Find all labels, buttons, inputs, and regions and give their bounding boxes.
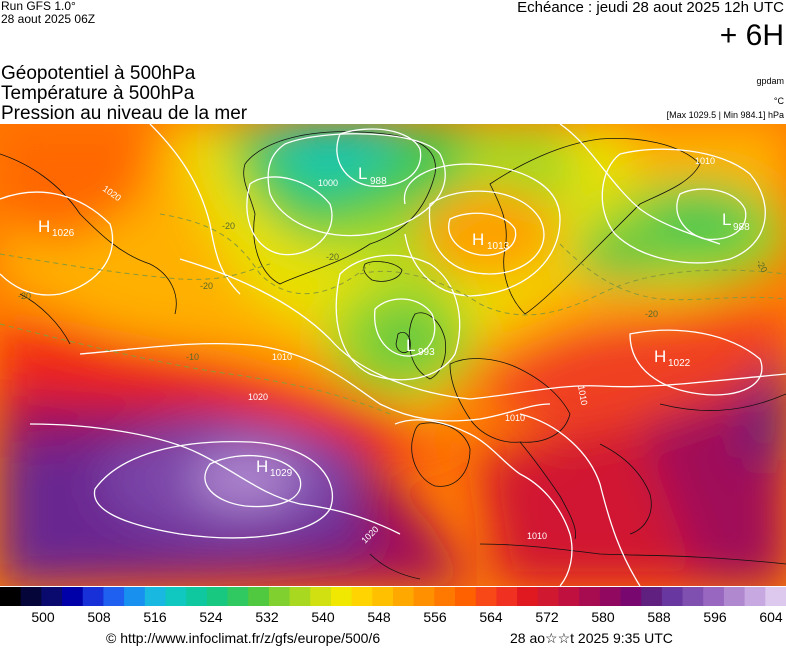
scale-swatch [579,587,601,606]
temperature-label: -20 [18,291,31,301]
pressure-center-type: H [472,230,484,249]
scale-swatch [723,587,746,606]
color-scale [0,587,786,606]
pressure-center-value: 1029 [270,468,293,479]
scale-swatch [330,587,353,606]
pressure-center-type: H [38,217,50,236]
scale-swatch [537,587,559,606]
scale-swatch [620,587,642,606]
run-date: 28 aout 2025 06Z [1,12,96,26]
scale-tick-label: 540 [311,609,335,625]
scale-swatch [206,587,229,606]
scale-tick-label: 532 [255,609,279,625]
scale-swatch [372,587,394,606]
scale-tick-label: 524 [199,609,223,625]
scale-tick-label: 564 [479,609,503,625]
scale-tick-label: 572 [535,609,559,625]
parameter-temperature: Température à 500hPa [1,83,195,104]
temperature-label: -10 [186,352,199,362]
scale-swatch [765,587,786,606]
scale-tick-label: 516 [143,609,167,625]
isobar-label: 1010 [527,531,547,541]
scale-swatch [310,587,332,606]
scale-swatch [703,587,725,606]
coastlines [0,131,786,580]
isobar-label: 1010 [576,385,589,406]
scale-swatch [0,587,22,606]
scale-swatch [144,587,166,606]
scale-swatch [558,587,580,606]
scale-swatch [661,587,684,606]
scale-swatch [641,587,663,606]
pressure-center-type: H [654,347,666,366]
isobar-label: 1020 [248,392,268,402]
pressure-center-value: 1013 [487,241,510,252]
scale-swatch [82,587,104,606]
footer-url[interactable]: © http://www.infoclimat.fr/z/gfs/europe/… [106,630,381,646]
scale-swatch [289,587,311,606]
scale-swatch [248,587,270,606]
isobars [0,124,786,586]
scale-swatch [682,587,704,606]
scale-swatch [351,587,373,606]
scale-swatch [599,587,622,606]
pressure-center-type: L [358,164,367,183]
scale-swatch [124,587,146,606]
pressure-center-value: 1026 [52,228,75,239]
scale-swatch [393,587,415,606]
scale-tick-label: 596 [703,609,727,625]
pressure-center-value: 988 [733,222,750,233]
pressure-center-type: L [406,336,415,355]
scale-swatch [475,587,497,606]
scale-swatch [165,587,187,606]
scale-swatch [496,587,518,606]
scale-tick-label: 508 [87,609,111,625]
scale-swatch [455,587,477,606]
isobar-label: 1010 [272,352,292,362]
scale-swatch [744,587,766,606]
scale-swatch [227,587,249,606]
scale-tick-label: 548 [367,609,391,625]
unit-temperature: °C [773,96,784,106]
temperature-label: -20 [645,309,658,319]
forecast-validity: Echéance : jeudi 28 aout 2025 12h UTC [517,0,784,16]
parameter-pressure: Pression au niveau de la mer [1,103,248,124]
footer-date: 28 ao☆☆t 2025 9:35 UTC [510,630,673,646]
scale-tick-label: 500 [31,609,55,625]
scale-tick-label: 604 [759,609,783,625]
unit-pressure-range: [Max 1029.5 | Min 984.1] hPa [666,110,784,120]
scale-swatch [62,587,84,606]
temperature-label: -20 [222,221,235,231]
isobar-label: 1000 [318,178,338,188]
isobar-label: 1010 [505,413,525,423]
temperature-label: -20 [200,281,213,291]
scale-swatch [268,587,291,606]
scale-swatch [413,587,435,606]
scale-swatch [20,587,42,606]
temperature-label: -20 [326,252,339,262]
scale-swatch [517,587,539,606]
isobar-label: 1010 [695,156,715,166]
temperature-contours [0,213,786,415]
pressure-center-value: 993 [418,347,435,358]
scale-swatch [41,587,63,606]
scale-swatch [103,587,125,606]
scale-tick-label: 580 [591,609,615,625]
weather-map: H 1026 L 988 H 1013 L 988 L 993 H 1022 H… [0,124,786,586]
scale-swatch [186,587,208,606]
run-label: Run GFS 1.0° [1,0,76,13]
scale-swatch [434,587,456,606]
scale-tick-label: 556 [423,609,447,625]
pressure-center-value: 1022 [668,358,691,369]
unit-geopotential: gpdam [756,76,784,86]
parameter-geopotential: Géopotentiel à 500hPa [1,63,196,84]
pressure-center-value: 988 [370,176,387,187]
pressure-center-type: L [722,210,731,229]
pressure-centers: H 1026 L 988 H 1013 L 988 L 993 H 1022 H… [38,164,750,479]
forecast-offset: + 6H [719,19,784,52]
scale-tick-label: 588 [647,609,671,625]
pressure-center-type: H [256,457,268,476]
